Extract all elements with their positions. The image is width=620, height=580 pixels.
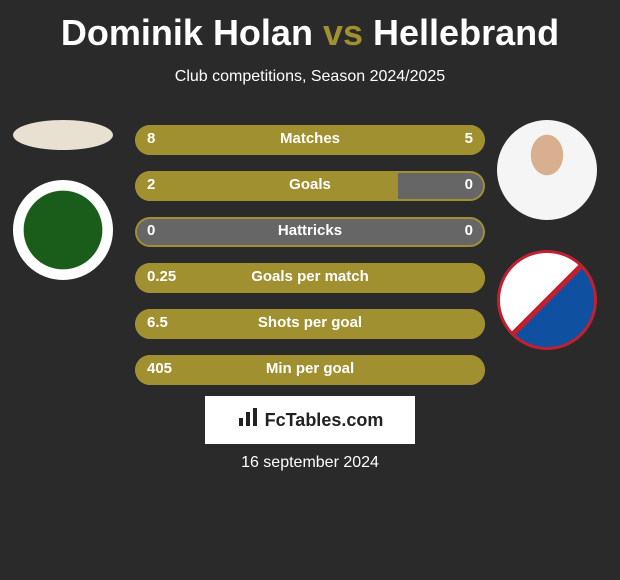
stat-value-right: 0	[465, 222, 473, 239]
chart-icon	[237, 406, 259, 434]
comparison-card: Dominik Holan vs Hellebrand Club competi…	[0, 0, 620, 580]
stat-row: 405Min per goal	[135, 355, 485, 385]
player2-name: Hellebrand	[373, 12, 559, 53]
club1-logo	[13, 180, 113, 280]
brand-badge: FcTables.com	[205, 396, 415, 444]
player2-avatar	[497, 120, 597, 220]
stat-label: Shots per goal	[135, 314, 485, 331]
right-column	[492, 120, 602, 350]
stat-row: 6.5Shots per goal	[135, 309, 485, 339]
subtitle: Club competitions, Season 2024/2025	[0, 68, 620, 86]
stat-value-right: 5	[465, 130, 473, 147]
stat-row: 0Hattricks0	[135, 217, 485, 247]
stat-row: 0.25Goals per match	[135, 263, 485, 293]
stat-row: 8Matches5	[135, 125, 485, 155]
club2-logo	[497, 250, 597, 350]
stat-label: Hattricks	[135, 222, 485, 239]
page-title: Dominik Holan vs Hellebrand	[0, 0, 620, 54]
stat-label: Goals per match	[135, 268, 485, 285]
vs-label: vs	[323, 12, 363, 53]
date-label: 16 september 2024	[0, 454, 620, 472]
left-column	[8, 120, 118, 280]
stat-row: 2Goals0	[135, 171, 485, 201]
stats-list: 8Matches52Goals00Hattricks00.25Goals per…	[135, 125, 485, 401]
player1-avatar	[13, 120, 113, 150]
stat-value-right: 0	[465, 176, 473, 193]
brand-text: FcTables.com	[265, 410, 384, 431]
stat-label: Goals	[135, 176, 485, 193]
stat-label: Matches	[135, 130, 485, 147]
player1-name: Dominik Holan	[61, 12, 313, 53]
stat-label: Min per goal	[135, 360, 485, 377]
